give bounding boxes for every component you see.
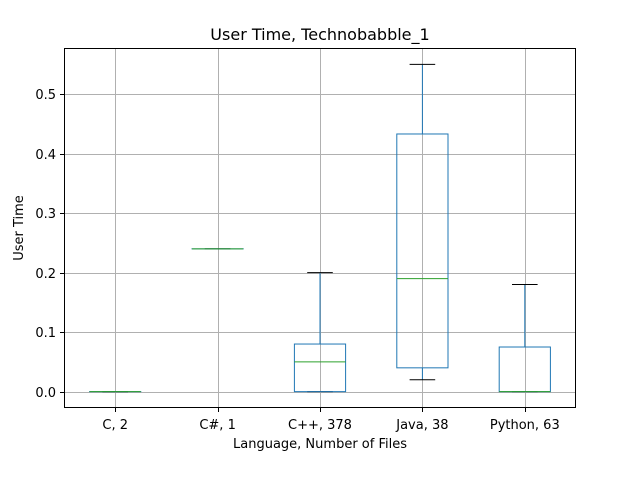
plot-frame <box>64 48 576 408</box>
y-tick-label: 0.2 <box>35 267 56 282</box>
y-tick-label: 0.4 <box>35 148 56 163</box>
box-3 <box>293 272 347 393</box>
y-tick-label: 0.3 <box>35 207 56 222</box>
tick-layer: 0.0 0.1 0.2 0.3 0.4 0.5 C, 2 C#, 1 C++, 378 Java,… <box>35 88 559 433</box>
iqr-box <box>396 133 449 369</box>
x-tick-label: Java, 38 <box>395 418 448 433</box>
box-5 <box>498 284 551 393</box>
chart-title: User Time, Technobabble_1 <box>210 25 429 45</box>
x-tick-label: C++, 378 <box>288 418 352 433</box>
x-tick-label: Python, 63 <box>490 418 560 433</box>
iqr-box <box>293 343 347 393</box>
box-layer <box>89 63 551 393</box>
y-tick-label: 0.0 <box>35 386 56 401</box>
box-4 <box>396 63 449 381</box>
x-tick-label: C#, 1 <box>199 418 236 433</box>
x-axis-label: Language, Number of Files <box>233 437 407 452</box>
y-tick-label: 0.5 <box>35 88 56 103</box>
x-tick-label: C, 2 <box>102 418 128 433</box>
y-tick-label: 0.1 <box>35 326 56 341</box>
y-axis-label: User Time <box>12 195 27 261</box>
